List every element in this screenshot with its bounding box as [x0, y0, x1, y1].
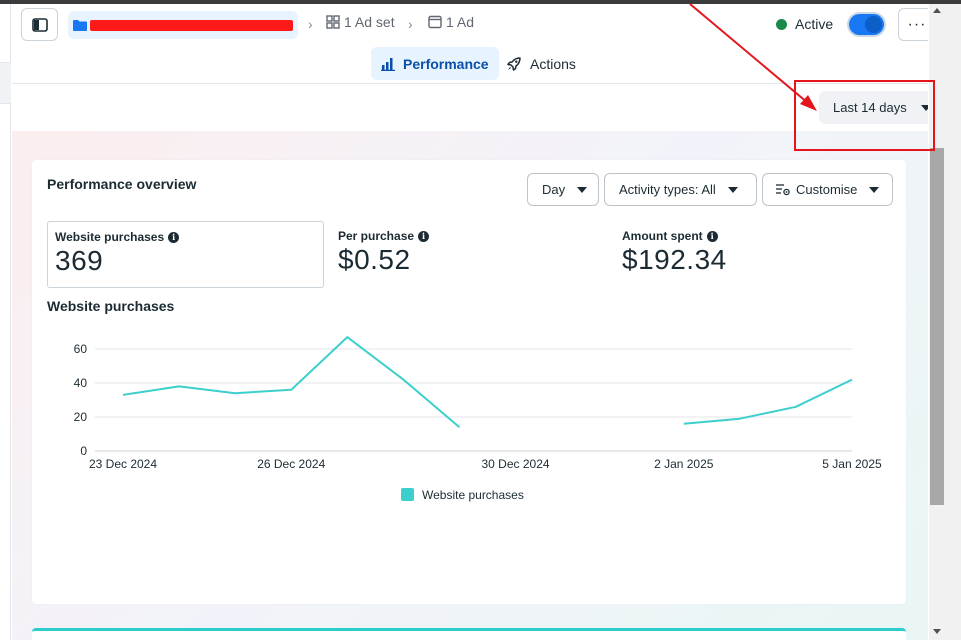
status-label: Active: [795, 16, 834, 32]
tab-performance[interactable]: Performance: [371, 47, 499, 80]
scroll-down-icon[interactable]: [933, 629, 941, 634]
annotation-highlight-box: [794, 80, 935, 151]
metric-label: Amount spent: [622, 229, 703, 243]
activity-types-label: Activity types: All: [619, 182, 716, 197]
x-tick-label: 5 Jan 2025: [822, 457, 882, 471]
left-sidebar-edge: [0, 4, 11, 640]
grid-icon: [326, 15, 340, 29]
tab-actions-label: Actions: [530, 55, 576, 72]
line-chart: 0 20 40 60 23 Dec 2024 26 Dec 2024 30 Dec 2024…: [74, 335, 882, 502]
main-panel: › 1 Ad set › 1 Ad Active ···: [12, 4, 928, 640]
status-dot: [776, 18, 787, 30]
data-point: [457, 425, 462, 430]
legend-swatch: [401, 488, 414, 501]
metric-label: Per purchase: [338, 229, 415, 243]
header-bar: › 1 Ad set › 1 Ad Active ···: [12, 4, 928, 46]
window-top-strip: [0, 0, 961, 4]
more-options-button[interactable]: ···: [898, 8, 928, 41]
caret-down-icon: [920, 104, 928, 111]
activity-types-dropdown[interactable]: Activity types: All: [604, 173, 757, 206]
metric-per-purchase[interactable]: Per purchase i $0.52: [331, 221, 601, 288]
customise-columns-icon: [776, 184, 790, 196]
metric-value: 369: [55, 245, 104, 276]
date-range-label: Last 14 days: [833, 100, 907, 115]
breadcrumb-adset-label: 1 Ad set: [344, 14, 395, 30]
data-point: [121, 392, 126, 397]
left-sidebar-highlight: [0, 62, 11, 104]
bar-chart-icon: [381, 57, 395, 71]
breadcrumb-separator-icon: ›: [308, 16, 313, 32]
toggle-knob: [865, 16, 882, 33]
metric-value: $0.52: [338, 244, 411, 275]
redacted-campaign-name: [90, 20, 293, 31]
scrollbar-thumb[interactable]: [930, 148, 944, 505]
data-point: [289, 387, 294, 392]
x-tick-label: 26 Dec 2024: [257, 457, 325, 471]
info-icon[interactable]: i: [168, 231, 180, 243]
metric-website-purchases[interactable]: Website purchases i 369: [47, 221, 324, 288]
data-point: [233, 391, 238, 396]
legend-label: Website purchases: [422, 488, 524, 502]
y-tick-label: 40: [74, 376, 88, 390]
date-range-dropdown[interactable]: Last 14 days: [819, 91, 928, 124]
series-line: [122, 336, 461, 428]
data-point: [177, 384, 182, 389]
rocket-icon: [507, 56, 521, 71]
data-point: [401, 377, 406, 382]
granularity-label: Day: [542, 182, 566, 197]
breadcrumb-separator-icon: ›: [408, 16, 413, 32]
data-point: [681, 421, 686, 426]
scroll-up-icon[interactable]: [933, 8, 941, 13]
date-toolbar: Last 14 days: [12, 84, 928, 131]
y-tick-label: 60: [74, 342, 88, 356]
breadcrumb-ad[interactable]: 1 Ad: [428, 14, 474, 30]
metric-label: Website purchases: [55, 230, 165, 244]
info-icon[interactable]: i: [418, 230, 430, 242]
granularity-dropdown[interactable]: Day: [527, 173, 599, 206]
data-point: [737, 416, 742, 421]
x-tick-label: 2 Jan 2025: [654, 457, 714, 471]
tab-actions[interactable]: Actions: [496, 47, 586, 80]
y-tick-label: 0: [80, 444, 87, 458]
y-tick-label: 20: [74, 410, 88, 424]
caret-down-icon: [727, 186, 738, 193]
tab-performance-label: Performance: [403, 55, 489, 72]
folder-icon: [73, 19, 87, 31]
metric-value: $192.34: [622, 244, 727, 275]
breadcrumb-ad-label: 1 Ad: [446, 14, 475, 30]
data-point: [850, 377, 855, 382]
data-point: [345, 335, 350, 340]
series-line: [683, 378, 853, 425]
breadcrumb-campaign[interactable]: [68, 11, 298, 39]
performance-overview-card: Performance overview Day Activity types:…: [32, 160, 906, 604]
caret-down-icon: [577, 186, 588, 193]
more-icon: ···: [907, 15, 927, 33]
next-card: [32, 628, 906, 640]
customise-label: Customise: [796, 182, 858, 197]
card-title: Performance overview: [47, 176, 197, 192]
tab-bar: Performance Actions: [12, 46, 928, 84]
ad-window-icon: [428, 15, 442, 29]
active-toggle[interactable]: [849, 14, 884, 35]
caret-down-icon: [869, 186, 880, 193]
breadcrumb-adset[interactable]: 1 Ad set: [326, 14, 395, 30]
sidebar-panel-icon: [31, 17, 48, 32]
info-icon[interactable]: i: [706, 230, 718, 242]
customise-dropdown[interactable]: Customise: [762, 173, 893, 206]
status-indicator: Active: [776, 16, 833, 32]
data-point: [793, 404, 798, 409]
metric-amount-spent[interactable]: Amount spent i $192.34: [615, 221, 885, 288]
chart-title: Website purchases: [47, 298, 175, 314]
sidebar-toggle-button[interactable]: [21, 8, 58, 41]
x-tick-label: 23 Dec 2024: [89, 457, 157, 471]
x-tick-label: 30 Dec 2024: [482, 457, 550, 471]
